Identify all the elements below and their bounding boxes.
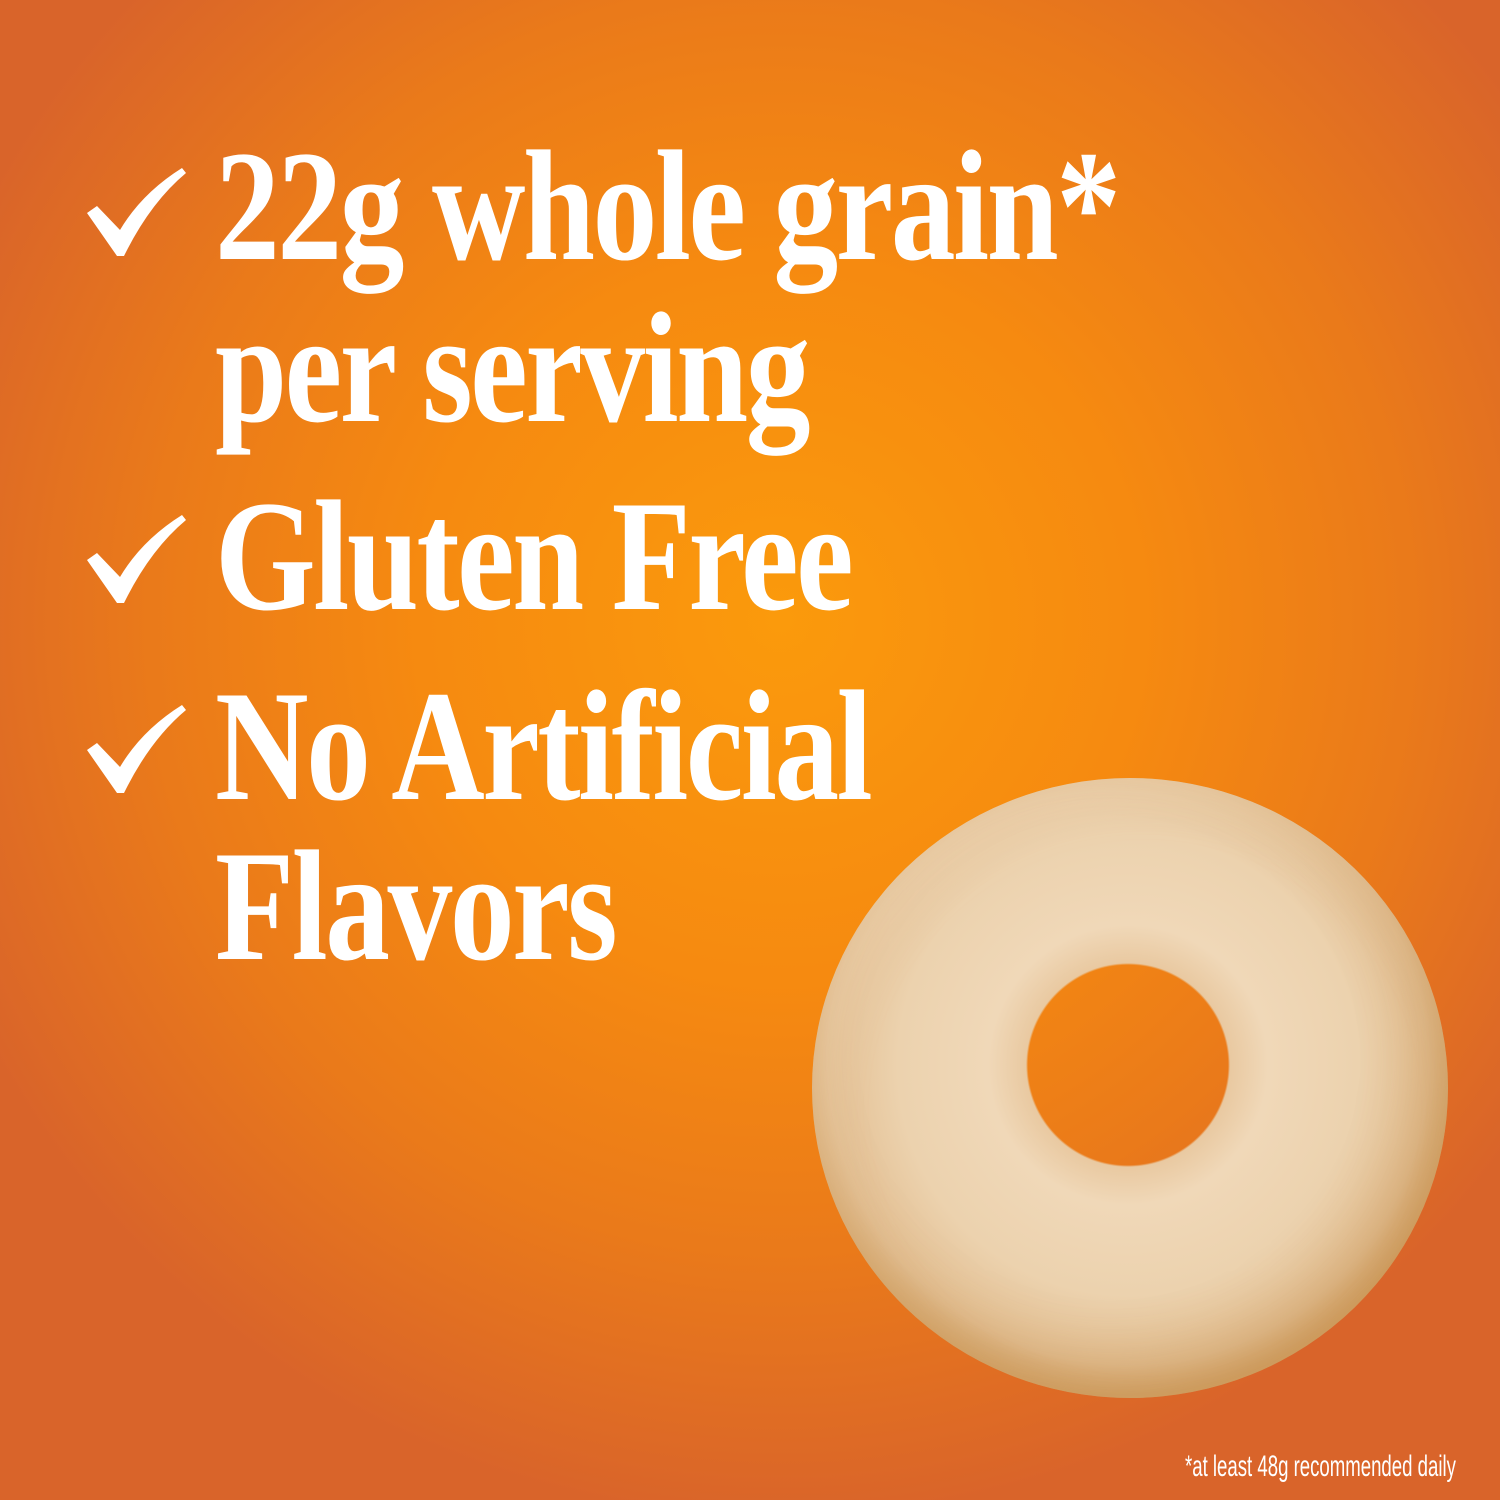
feature-whole-grain-sub: per serving	[215, 281, 811, 456]
feature-no-artificial: No Artificial	[215, 659, 873, 834]
feature-no-artificial-sub: Flavors	[215, 819, 618, 994]
checkmark-icon	[87, 515, 186, 603]
checkmark-icon	[87, 168, 186, 256]
footnote: *at least 48g recommended daily	[1185, 1450, 1456, 1483]
feature-gluten-free: Gluten Free	[215, 469, 854, 644]
cereal-piece-image	[812, 778, 1448, 1398]
checkmark-icon	[87, 705, 186, 793]
feature-whole-grain: 22g whole grain*	[215, 119, 1121, 294]
